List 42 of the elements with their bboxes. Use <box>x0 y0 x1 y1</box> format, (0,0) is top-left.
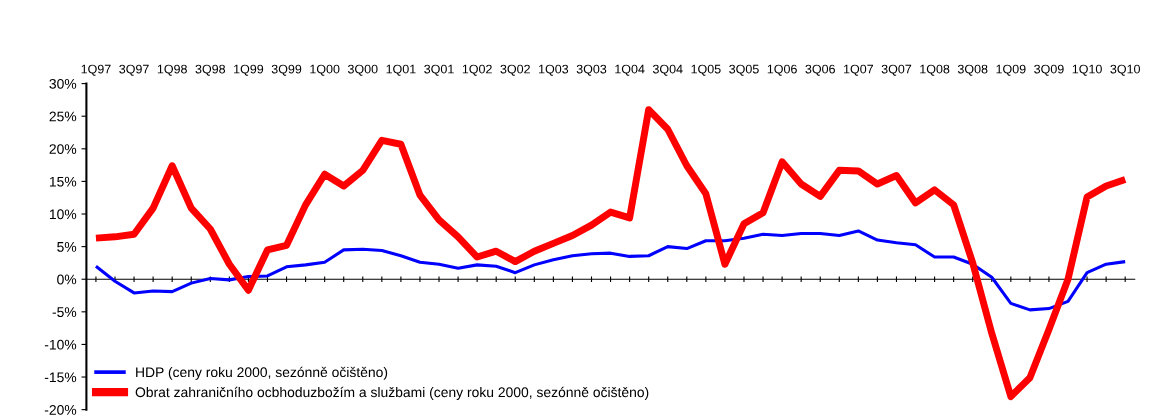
x-tick-label: 3Q02 <box>500 64 530 76</box>
y-tick-label: -20% <box>44 404 77 415</box>
x-tick-label: 3Q99 <box>271 64 302 76</box>
x-tick-label: 3Q97 <box>119 64 149 76</box>
line-series <box>94 229 1127 312</box>
x-tick-label: 1Q01 <box>386 64 416 76</box>
x-tick-label: 1Q10 <box>1072 64 1102 76</box>
y-tick-label: -5% <box>52 307 77 317</box>
x-tick-label: 1Q00 <box>310 64 340 76</box>
x-tick-label: 1Q02 <box>462 64 492 76</box>
x-tick-label: 1Q99 <box>234 64 264 76</box>
x-tick-label: 3Q04 <box>652 64 683 76</box>
x-tick-label: 1Q97 <box>81 64 111 76</box>
x-tick-label: 1Q09 <box>996 64 1026 76</box>
x-tick-label: 3Q03 <box>576 64 607 76</box>
x-tick-label: 3Q06 <box>805 64 835 76</box>
x-tick-label: 1Q04 <box>615 64 645 76</box>
x-tick-label: 1Q03 <box>539 64 569 76</box>
x-tick-label: 1Q08 <box>920 64 950 76</box>
y-tick-label: -15% <box>44 372 77 383</box>
y-tick-label: 5% <box>57 242 77 252</box>
y-tick-label: 30% <box>49 78 77 89</box>
x-tick-label: 3Q07 <box>881 64 912 76</box>
y-tick-label: 0% <box>57 274 77 285</box>
y-tick-label: 10% <box>49 209 77 220</box>
x-tick-label: 1Q05 <box>691 64 721 76</box>
x-tick-label: 3Q05 <box>729 64 759 76</box>
x-tick-label: 3Q00 <box>347 64 378 76</box>
legend-label: Obrat zahraničního ocbhoduzbožím a službami (ceny roku 2000, sezónně očištěno) <box>135 386 649 400</box>
x-tick-label: 3Q08 <box>957 64 988 76</box>
legend-label: HDP (ceny roku 2000, sezónně očištěno) <box>136 366 388 380</box>
x-tick-label: 1Q98 <box>157 64 187 76</box>
x-tick-label: 1Q06 <box>767 64 797 76</box>
x-tick-label: 1Q07 <box>844 64 874 76</box>
x-tick-label: 3Q10 <box>1110 64 1140 76</box>
y-tick-label: 25% <box>49 111 77 122</box>
y-tick-label: -10% <box>44 339 77 350</box>
x-tick-label: 3Q01 <box>424 64 454 76</box>
x-tick-label: 3Q98 <box>195 64 226 76</box>
y-tick-label: 20% <box>49 144 77 154</box>
x-tick-label: 3Q09 <box>1034 64 1064 76</box>
y-tick-label: 15% <box>49 176 77 187</box>
